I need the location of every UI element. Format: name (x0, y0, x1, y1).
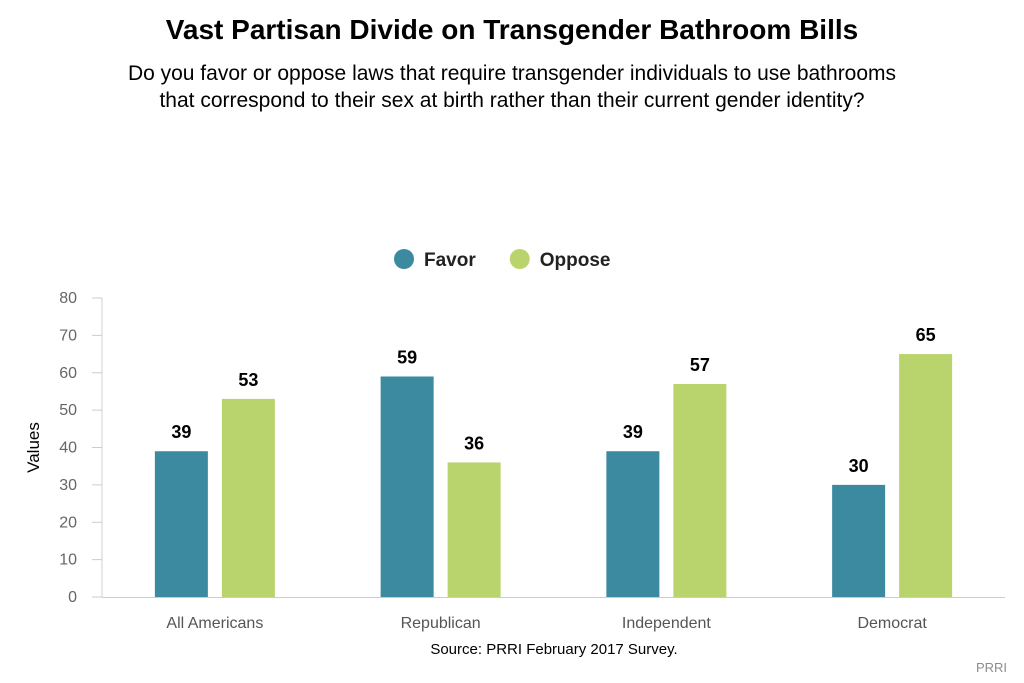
data-label: 36 (464, 433, 484, 453)
subtitle-line-2: that correspond to their sex at birth ra… (159, 89, 865, 112)
legend-label-favor: Favor (424, 250, 476, 271)
data-label: 39 (171, 422, 191, 442)
y-tick-label: 20 (59, 514, 77, 531)
y-tick-label: 50 (59, 402, 77, 419)
legend-swatch-favor (394, 249, 414, 269)
y-tick-label: 40 (59, 440, 77, 457)
bar-favor (380, 376, 434, 597)
y-tick-label: 60 (59, 365, 77, 382)
data-label: 59 (397, 347, 417, 367)
y-tick-label: 80 (59, 290, 77, 307)
bar-oppose (447, 462, 501, 597)
data-label: 57 (690, 355, 710, 375)
y-tick-label: 70 (59, 327, 77, 344)
bar-favor (832, 484, 886, 597)
bar-oppose (673, 383, 727, 597)
data-label: 53 (238, 370, 258, 390)
bar-favor (154, 451, 208, 597)
x-tick-label: Independent (622, 615, 712, 632)
source-note: Source: PRRI February 2017 Survey. (430, 641, 678, 658)
y-tick-label: 0 (68, 589, 77, 606)
bar-oppose (899, 354, 953, 597)
legend-swatch-oppose (509, 249, 530, 269)
bar-oppose (221, 398, 275, 597)
y-tick-label: 30 (59, 477, 77, 494)
credit-text: PRRI (975, 660, 1007, 675)
data-label: 65 (916, 325, 936, 345)
bar-favor (606, 451, 660, 597)
y-axis-title: Values (24, 422, 43, 473)
y-tick-label: 10 (59, 552, 77, 569)
chart-title: Vast Partisan Divide on Transgender Bath… (165, 14, 859, 45)
legend-label-oppose: Oppose (540, 250, 611, 271)
data-label: 30 (849, 456, 869, 476)
x-tick-label: All Americans (166, 615, 263, 632)
x-tick-label: Democrat (857, 615, 927, 632)
subtitle-line-1: Do you favor or oppose laws that require… (127, 62, 897, 85)
chart-subtitle: Do you favor or oppose laws that require… (0, 60, 1024, 114)
x-tick-label: Republican (401, 615, 481, 632)
data-label: 39 (623, 422, 643, 442)
